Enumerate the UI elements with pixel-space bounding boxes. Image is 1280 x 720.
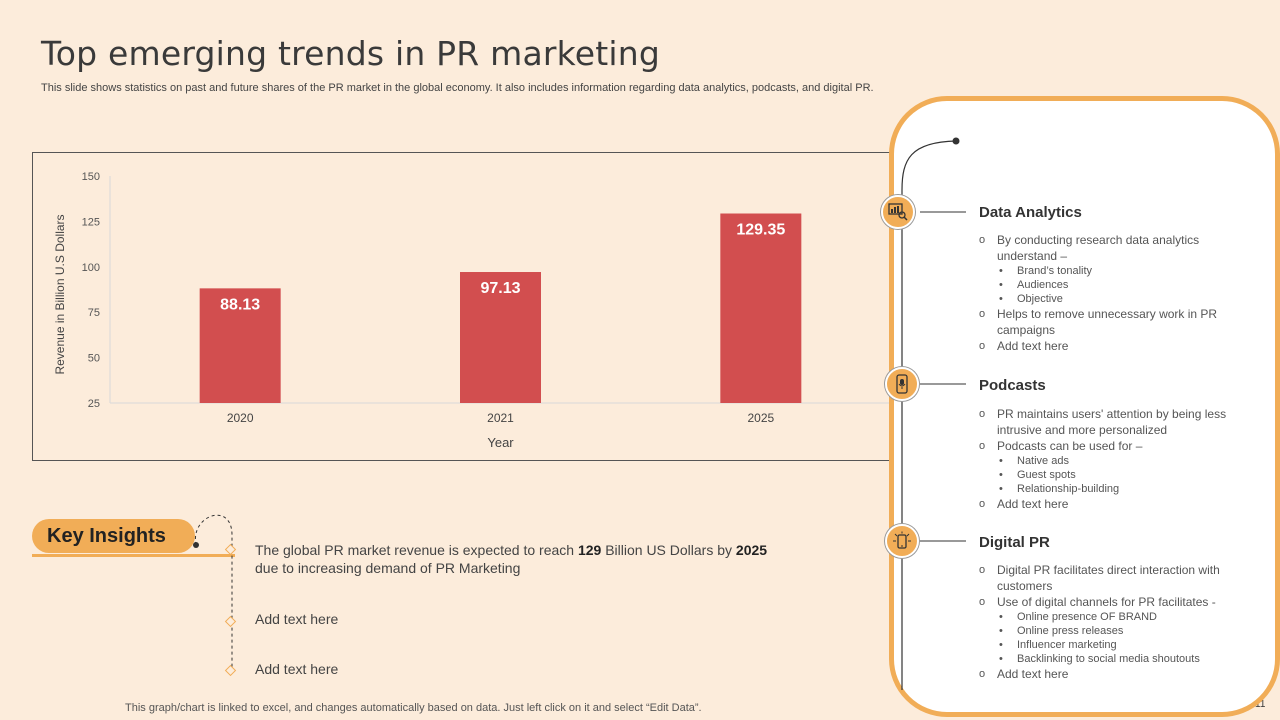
bar-value-label: 129.35 [736,222,785,239]
bar-2021 [460,272,541,403]
bar-2025 [720,213,802,403]
list-item: Backlinking to social media shoutouts [979,652,1249,666]
page-number: 11 [1255,699,1266,710]
y-tick-label: 125 [82,216,100,228]
list-item: Brand’s tonality [979,264,1249,278]
revenue-chart[interactable]: 25 50 75 100 125 150 88.13 2020 97.13 2021 129.35 2… [32,152,902,461]
list-item: Influencer marketing [979,638,1249,652]
key-insights-badge: Key Insights [32,519,195,553]
list-item: Online presence OF BRAND [979,610,1249,624]
list-item: Objective [979,292,1249,306]
y-tick-label: 150 [82,171,100,183]
insight-1-text-b: Billion US Dollars by [601,542,736,558]
list-item: Podcasts can be used for – [979,438,1249,454]
list-item: Use of digital channels for PR facilitat… [979,594,1249,610]
key-insights-underline [32,554,235,557]
insights-connector [194,514,237,677]
section-body-podcasts: PR maintains users' attention by being l… [979,406,1249,512]
list-item: PR maintains users' attention by being l… [979,406,1249,438]
digital-pr-icon [885,524,919,558]
list-item: Add text here [979,666,1249,682]
x-tick-label: 2021 [487,411,514,425]
list-item: Add text here [979,338,1249,354]
x-axis-title: Year [487,435,514,450]
insights-dot [193,542,199,548]
x-tick-label: 2025 [747,411,774,425]
section-body-digital-pr: Digital PR facilitates direct interactio… [979,562,1249,682]
section-title-digital-pr: Digital PR [979,534,1050,551]
insight-1-value: 129 [577,542,602,558]
list-item: Add text here [979,496,1249,512]
insight-1-text-a: The global PR market revenue is expected… [255,542,578,558]
bar-value-label: 88.13 [220,296,260,313]
y-tick-label: 50 [88,353,100,365]
list-item: Audiences [979,278,1249,292]
slide-title: Top emerging trends in PR marketing [41,34,661,73]
y-axis-title: Revenue in Billion U.S Dollars [53,214,67,374]
insight-1-text-c: due to increasing demand of PR Marketing [255,560,521,576]
insight-marker-3 [224,664,237,677]
insight-item-3: Add text here [255,661,339,677]
bar-value-label: 97.13 [480,280,520,297]
slide-subtitle: This slide shows statistics on past and … [41,82,874,94]
podcast-icon [885,367,919,401]
y-tick-label: 100 [82,262,100,274]
revenue-bar-chart-svg: 25 50 75 100 125 150 88.13 2020 97.13 2021 129.35 2… [53,171,891,450]
insight-item-2: Add text here [255,611,339,627]
section-body-data-analytics: By conducting research data analytics un… [979,232,1249,354]
list-item: By conducting research data analytics un… [979,232,1249,264]
panel-timeline [901,137,966,690]
section-title-podcasts: Podcasts [979,377,1046,394]
y-tick-label: 25 [88,398,100,410]
list-item: Online press releases [979,624,1249,638]
insight-marker-1 [224,543,237,556]
insight-item-1: The global PR market revenue is expected… [255,541,775,577]
y-tick-label: 75 [88,307,100,319]
insight-1-year: 2025 [735,542,768,558]
list-item: Digital PR facilitates direct interactio… [979,562,1249,594]
key-insights-label: Key Insights [47,524,166,547]
section-title-data-analytics: Data Analytics [979,204,1082,221]
insight-marker-2 [224,615,237,628]
list-item: Relationship-building [979,482,1249,496]
list-item: Native ads [979,454,1249,468]
list-item: Guest spots [979,468,1249,482]
x-tick-label: 2020 [227,411,254,425]
list-item: Helps to remove unnecessary work in PR c… [979,306,1249,338]
data-analytics-icon [881,195,915,229]
footer-note: This graph/chart is linked to excel, and… [125,702,702,714]
bar-2020 [199,288,281,403]
